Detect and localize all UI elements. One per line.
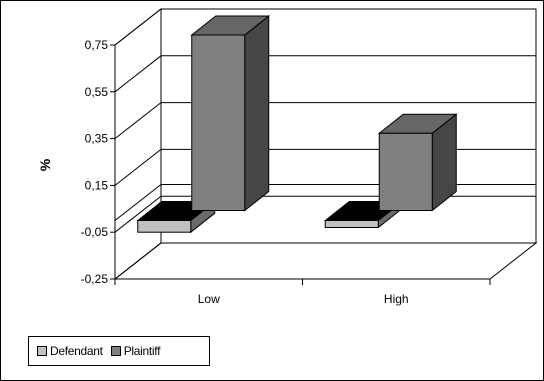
bar-defendant-low xyxy=(137,220,192,233)
legend-item-plaintiff: Plaintiff xyxy=(110,344,161,358)
floor xyxy=(113,242,538,280)
bar-plaintiff-low xyxy=(191,34,246,211)
y-tick-label: -0,05 xyxy=(81,225,109,239)
x-tick-label: Low xyxy=(198,292,220,306)
legend: Defendant Plaintiff xyxy=(28,336,210,366)
bar-side xyxy=(244,14,270,212)
side-wall xyxy=(114,7,162,281)
y-tick-label: 0,75 xyxy=(85,38,109,52)
legend-swatch-plaintiff xyxy=(110,346,121,356)
legend-label-defendant: Defendant xyxy=(50,344,103,358)
legend-swatch-defendant xyxy=(37,346,47,356)
legend-item-defendant: Defendant xyxy=(37,344,103,358)
y-tick-label: 0,35 xyxy=(85,132,109,146)
gridline xyxy=(114,102,536,139)
y-axis-title: % xyxy=(37,158,53,171)
y-tick-label: 0,15 xyxy=(85,178,109,192)
gridline xyxy=(114,55,536,93)
gridline xyxy=(114,8,536,46)
legend-label-plaintiff: Plaintiff xyxy=(123,344,161,358)
x-tick-label: High xyxy=(384,292,409,306)
bar-defendant-high xyxy=(324,220,379,229)
y-tick-label: -0,25 xyxy=(81,272,109,286)
y-tick-label: 0,55 xyxy=(85,85,109,99)
gridline xyxy=(114,242,536,280)
bar-plaintiff-high xyxy=(378,132,433,211)
